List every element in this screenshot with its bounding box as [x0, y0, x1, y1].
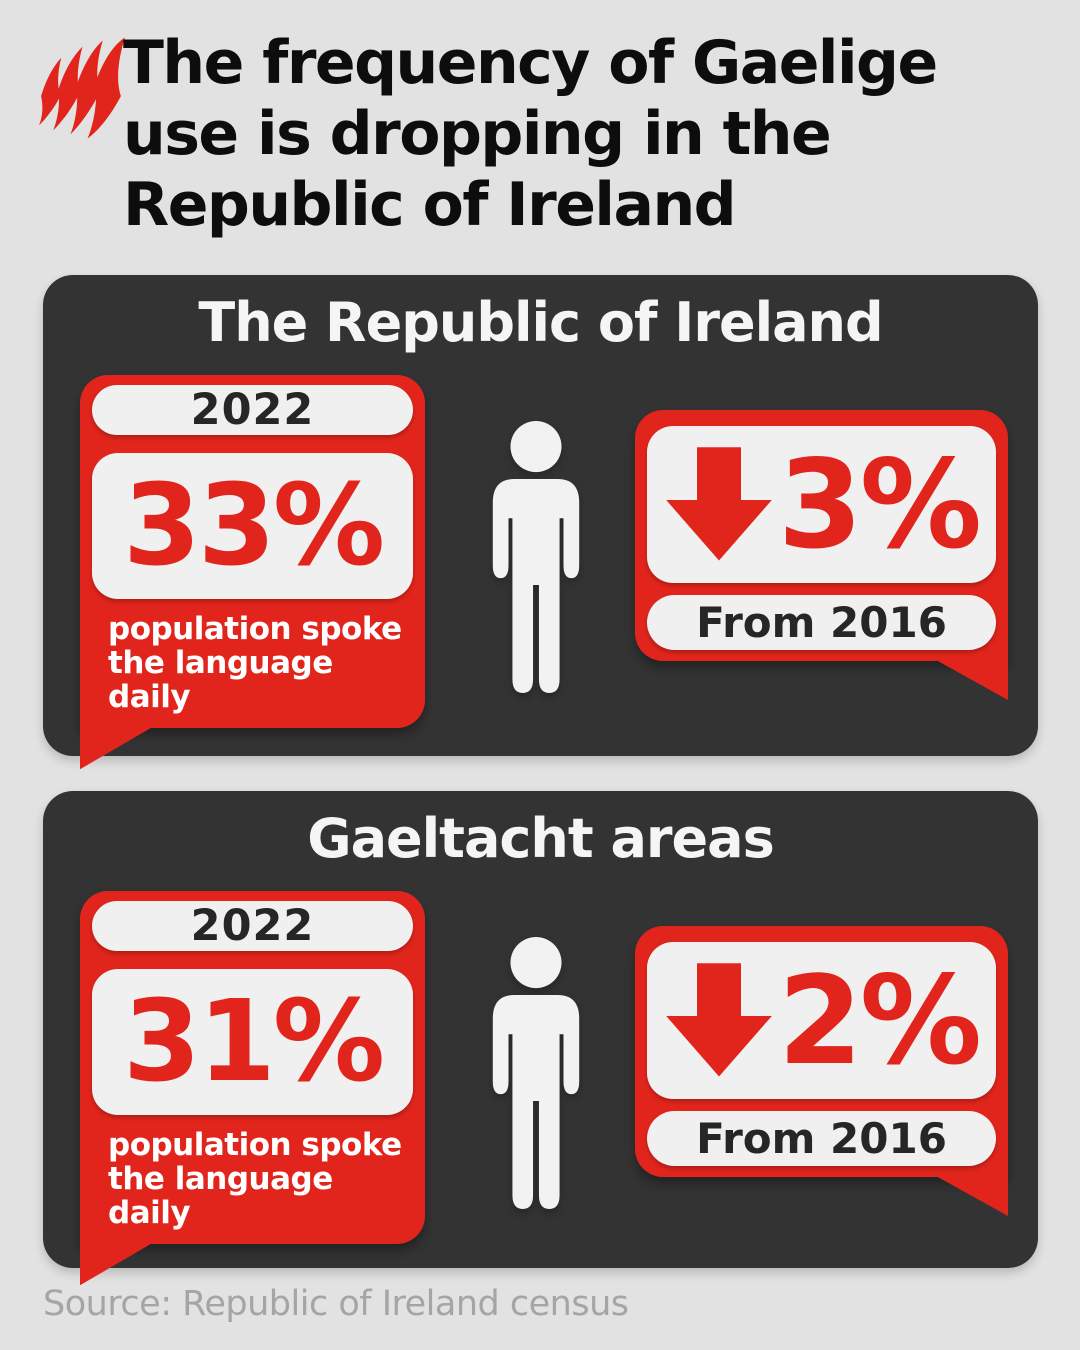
- panel-heading: The Republic of Ireland: [198, 291, 883, 354]
- stat-caption: population spoke the language daily: [92, 612, 413, 714]
- panel-gaeltacht-areas: Gaeltacht areas 2022 31% population spok…: [43, 791, 1038, 1268]
- down-arrow-icon: [664, 962, 774, 1080]
- stat-caption-line-1: population spoke: [108, 611, 402, 647]
- stat-caption-line-2: the language daily: [108, 1161, 333, 1232]
- change-speech-bubble: 2% From 2016: [635, 926, 1008, 1177]
- year-badge: 2022: [92, 385, 413, 435]
- stat-speech-bubble: 2022 33% population spoke the language da…: [80, 375, 425, 729]
- title-line-1: The frequency of Gaelige: [123, 28, 938, 98]
- title-line-3: Republic of Ireland: [123, 169, 737, 240]
- change-number: 3%: [777, 433, 982, 576]
- change-number: 2%: [777, 949, 982, 1092]
- change-from-badge: From 2016: [647, 595, 996, 650]
- source-attribution: Source: Republic of Ireland census: [43, 1284, 629, 1324]
- change-value: 3%: [647, 426, 996, 583]
- person-icon: [482, 931, 590, 1216]
- title-line-2: use is dropping in the: [123, 98, 832, 169]
- stat-caption: population spoke the language daily: [92, 1128, 413, 1230]
- sbs-logo-icon: [34, 36, 130, 140]
- stat-caption-line-1: population spoke: [108, 1127, 402, 1163]
- stat-caption-line-2: the language daily: [108, 645, 333, 716]
- page-title: The frequency of Gaelige use is dropping …: [123, 28, 938, 240]
- panel-heading: Gaeltacht areas: [307, 807, 775, 870]
- stat-value: 31%: [92, 969, 413, 1115]
- panel-republic-of-ireland: The Republic of Ireland 2022 33% populat…: [43, 275, 1038, 756]
- stat-speech-bubble: 2022 31% population spoke the language da…: [80, 891, 425, 1245]
- change-value: 2%: [647, 942, 996, 1099]
- change-speech-bubble: 3% From 2016: [635, 410, 1008, 661]
- person-icon: [482, 415, 590, 700]
- year-badge: 2022: [92, 901, 413, 951]
- stat-value: 33%: [92, 453, 413, 599]
- change-from-badge: From 2016: [647, 1111, 996, 1166]
- down-arrow-icon: [664, 446, 774, 564]
